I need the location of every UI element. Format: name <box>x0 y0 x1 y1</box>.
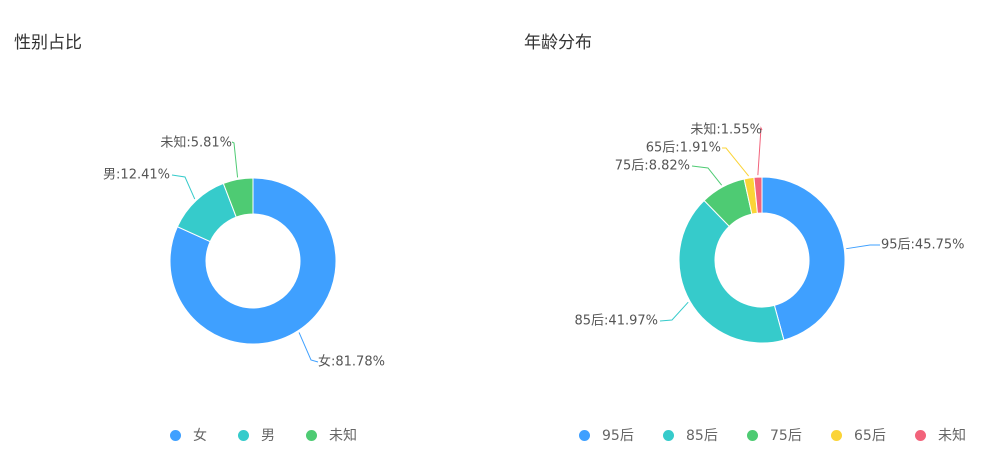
slice-未知[interactable] <box>222 177 254 218</box>
legend-dot-icon <box>306 429 317 441</box>
slice-label-75后: 75后:8.82% <box>615 159 690 174</box>
legend-item-男[interactable]: 男 <box>238 425 275 445</box>
legend-item-75后[interactable]: 75后 <box>747 425 802 445</box>
slice-女[interactable] <box>169 177 337 345</box>
age-legend: 95后 85后 75后 65后 未知 <box>579 425 989 445</box>
legend-item-未知[interactable]: 未知 <box>915 425 966 445</box>
legend-dot-icon <box>579 429 590 441</box>
legend-dot-icon <box>915 429 926 441</box>
gender-donut-chart: 女:81.78% 男:12.41% 未知:5.81% <box>103 135 385 370</box>
age-chart-title: 年龄分布 <box>524 33 592 53</box>
slice-label-未知: 未知:5.81% <box>160 135 232 151</box>
label-line-男 <box>171 174 196 200</box>
label-line-65后 <box>722 147 750 177</box>
legend-dot-icon <box>831 429 842 441</box>
slice-label-未知: 未知:1.55% <box>690 122 762 138</box>
slice-label-男: 男:12.41% <box>103 168 170 183</box>
label-line-95后 <box>846 244 880 250</box>
legend-dot-icon <box>238 429 249 441</box>
label-line-75后 <box>691 165 723 186</box>
legend-dot-icon <box>663 429 674 441</box>
legend-label: 未知 <box>938 428 966 444</box>
legend-item-85后[interactable]: 85后 <box>663 425 718 445</box>
legend-item-95后[interactable]: 95后 <box>579 425 634 445</box>
age-chart-panel: 年龄分布 95后:45.75% 85后:41.97% 75后:8.82% 65后:1.… <box>500 0 997 460</box>
legend-item-女[interactable]: 女 <box>170 425 207 445</box>
legend-dot-icon <box>747 429 758 441</box>
legend-label: 85后 <box>686 428 718 444</box>
legend-label: 男 <box>261 428 275 444</box>
legend-dot-icon <box>170 429 181 441</box>
label-line-女 <box>298 332 319 363</box>
legend-label: 女 <box>193 428 207 444</box>
slice-label-85后: 85后:41.97% <box>575 314 659 329</box>
legend-item-65后[interactable]: 65后 <box>831 425 886 445</box>
slice-未知[interactable] <box>753 176 763 214</box>
label-line-85后 <box>659 301 689 322</box>
slice-label-95后: 95后:45.75% <box>881 238 965 253</box>
slice-95后[interactable] <box>761 176 846 341</box>
legend-label: 95后 <box>602 428 634 444</box>
legend-label: 未知 <box>329 428 357 444</box>
label-line-未知 <box>231 141 239 178</box>
gender-chart-title: 性别占比 <box>14 33 82 53</box>
slice-label-女: 女:81.78% <box>318 354 385 370</box>
legend-item-未知[interactable]: 未知 <box>306 425 357 445</box>
gender-legend: 女 男 未知 <box>170 425 390 445</box>
legend-label: 75后 <box>770 428 802 444</box>
gender-chart-panel: 性别占比 女:81.78% 男:12.41% 未知:5.81% 女 男 未知 <box>14 33 390 445</box>
legend-label: 65后 <box>854 428 886 444</box>
age-donut-chart: 95后:45.75% 85后:41.97% 75后:8.82% 65后:1.91% 未知… <box>575 122 965 344</box>
slice-85后[interactable] <box>678 199 785 344</box>
label-line-未知 <box>757 126 763 176</box>
slice-label-65后: 65后:1.91% <box>646 141 721 156</box>
